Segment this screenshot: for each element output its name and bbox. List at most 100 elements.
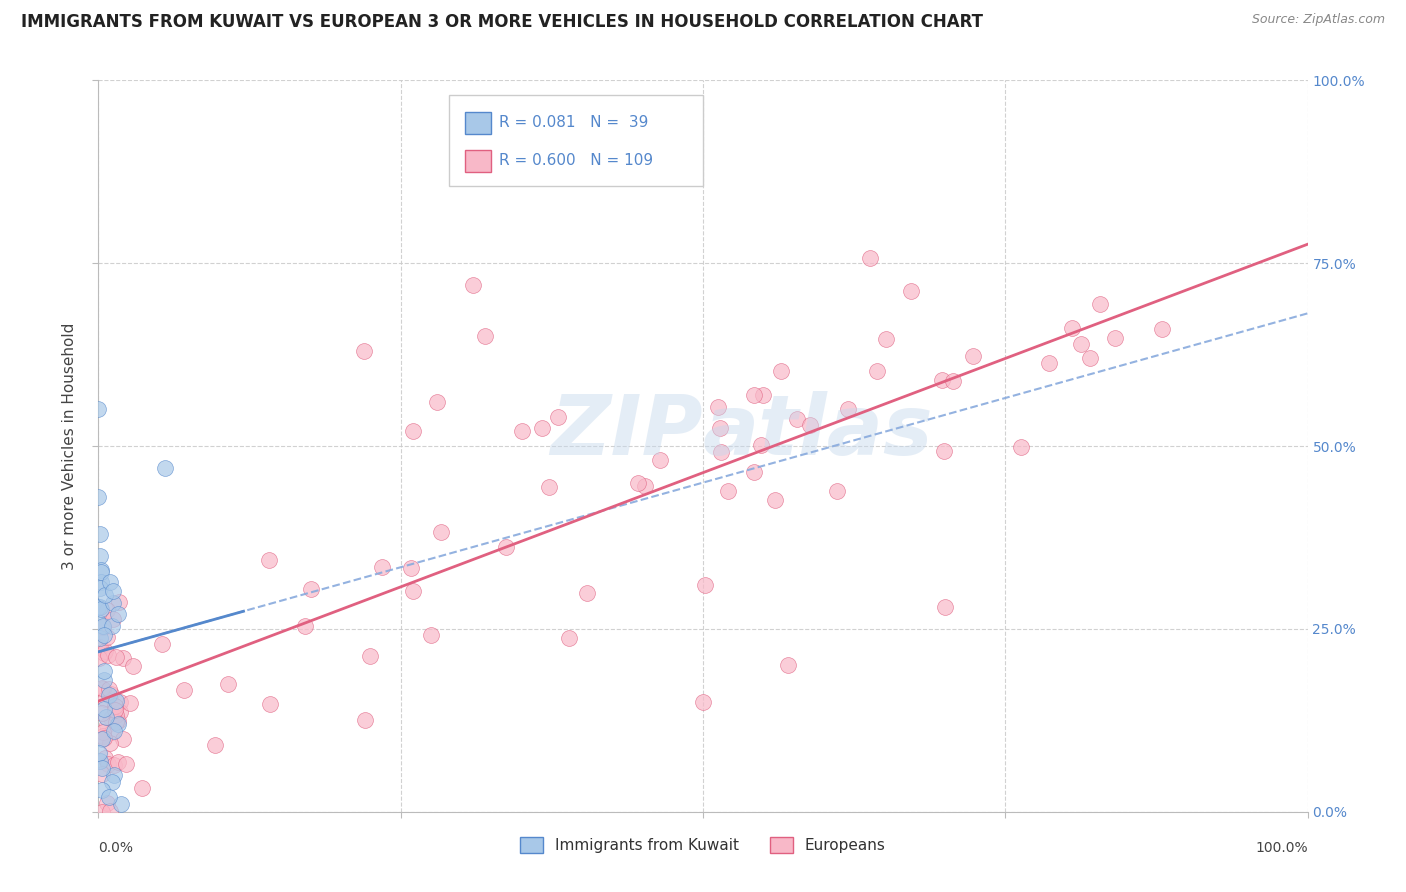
Point <box>153 461 176 475</box>
FancyBboxPatch shape <box>465 150 492 171</box>
Point <box>93 731 115 745</box>
Point <box>420 628 443 642</box>
Point <box>94 709 117 723</box>
Point <box>710 445 733 459</box>
Point <box>695 578 717 592</box>
Point <box>89 600 111 615</box>
Point <box>100 687 122 701</box>
Point <box>353 343 375 358</box>
Point <box>93 646 115 660</box>
Point <box>399 560 422 574</box>
Point <box>115 757 138 772</box>
Point <box>97 688 120 702</box>
Point <box>402 584 425 599</box>
Point <box>104 649 127 664</box>
Point <box>495 540 517 554</box>
Point <box>837 402 859 417</box>
Point <box>558 631 581 645</box>
Point <box>96 630 118 644</box>
Point <box>98 574 121 589</box>
Point <box>110 705 132 719</box>
Point <box>87 490 110 504</box>
Point <box>942 374 965 388</box>
Text: ZIP: ZIP <box>550 391 703 472</box>
Point <box>1088 297 1111 311</box>
Point <box>371 560 394 574</box>
Point <box>742 387 765 401</box>
Point <box>96 603 118 617</box>
Point <box>707 400 730 414</box>
Point <box>717 483 740 498</box>
Point <box>108 695 131 709</box>
Point <box>103 596 125 610</box>
Point <box>93 682 115 697</box>
Point <box>87 746 110 760</box>
Point <box>93 664 115 678</box>
Point <box>112 651 135 665</box>
Point <box>104 699 127 714</box>
Point <box>91 681 114 695</box>
Point <box>100 711 122 725</box>
Point <box>91 782 114 797</box>
Point <box>89 640 111 654</box>
Point <box>98 804 121 818</box>
Point <box>97 790 120 805</box>
Point <box>89 549 111 563</box>
Point <box>648 453 671 467</box>
Point <box>1010 441 1032 455</box>
Point <box>90 565 112 579</box>
Point <box>931 373 953 387</box>
Legend: Immigrants from Kuwait, Europeans: Immigrants from Kuwait, Europeans <box>515 830 891 859</box>
Point <box>118 696 141 710</box>
Point <box>294 619 316 633</box>
Point <box>900 284 922 298</box>
Point <box>91 725 114 739</box>
Point <box>474 329 496 343</box>
Point <box>299 582 322 596</box>
Point <box>103 768 125 782</box>
Point <box>91 619 114 633</box>
Point <box>101 725 124 739</box>
Text: IMMIGRANTS FROM KUWAIT VS EUROPEAN 3 OR MORE VEHICLES IN HOUSEHOLD CORRELATION C: IMMIGRANTS FROM KUWAIT VS EUROPEAN 3 OR … <box>21 13 983 31</box>
Point <box>110 797 132 812</box>
Point <box>962 349 984 363</box>
Point <box>354 713 377 727</box>
Point <box>131 781 153 796</box>
Point <box>259 697 281 711</box>
Point <box>105 714 128 729</box>
Point <box>627 475 650 490</box>
Point <box>859 252 882 266</box>
Point <box>87 599 110 614</box>
Point <box>107 607 129 622</box>
Point <box>105 707 128 722</box>
Point <box>101 583 124 598</box>
Text: atlas: atlas <box>703 391 934 472</box>
Text: Source: ZipAtlas.com: Source: ZipAtlas.com <box>1251 13 1385 27</box>
Point <box>87 402 110 417</box>
Point <box>93 673 115 687</box>
Point <box>359 649 381 664</box>
Point <box>103 758 125 772</box>
Point <box>122 658 145 673</box>
Point <box>531 421 554 435</box>
Point <box>547 409 569 424</box>
Point <box>776 658 799 673</box>
Point <box>91 620 114 634</box>
Text: 0.0%: 0.0% <box>98 841 134 855</box>
Point <box>875 332 897 346</box>
Point <box>91 767 114 781</box>
Point <box>173 683 195 698</box>
Text: R = 0.081   N =  39: R = 0.081 N = 39 <box>499 115 648 130</box>
Point <box>90 575 112 590</box>
Point <box>1104 331 1126 345</box>
Y-axis label: 3 or more Vehicles in Household: 3 or more Vehicles in Household <box>62 322 77 570</box>
Point <box>104 694 127 708</box>
Point <box>112 732 135 747</box>
Point <box>709 421 731 435</box>
Point <box>91 761 114 775</box>
Text: R = 0.600   N = 109: R = 0.600 N = 109 <box>499 153 652 169</box>
Point <box>103 724 125 739</box>
Point <box>90 601 112 615</box>
Point <box>150 637 173 651</box>
Point <box>89 526 111 541</box>
